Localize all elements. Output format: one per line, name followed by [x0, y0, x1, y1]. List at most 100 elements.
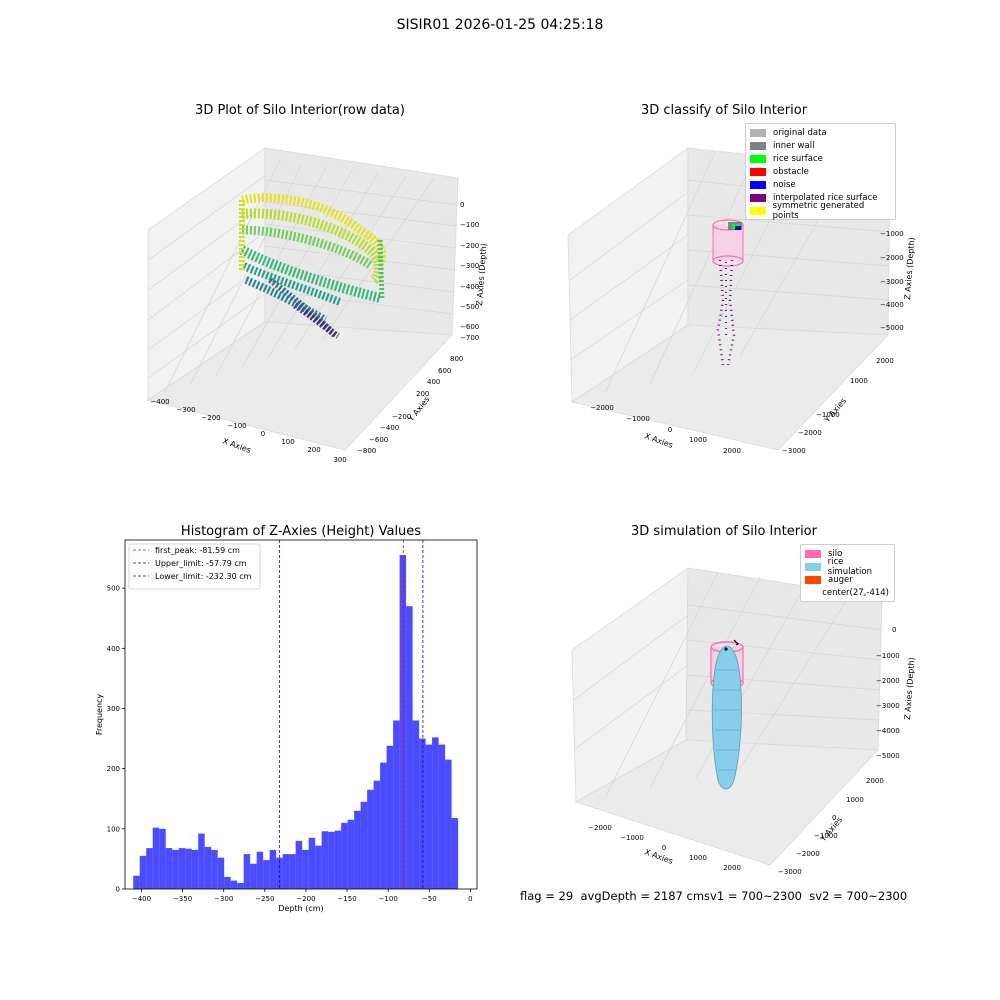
simulation-plot-title: 3D simulation of Silo Interior	[631, 524, 817, 539]
histogram-ytick-label: 300	[107, 705, 120, 713]
simulation-legend: silo rice simulation auger center(27,-414)	[800, 544, 895, 602]
histogram-ytick-label: 200	[107, 765, 120, 773]
simulation-legend-label: center(27,-414)	[822, 587, 889, 598]
classify-xtick: 2000	[723, 447, 741, 455]
classify-legend-swatch	[750, 206, 766, 215]
status-footer: flag = 29 avgDepth = 2187 cmsv1 = 700~23…	[520, 889, 908, 903]
histogram-bar	[185, 848, 192, 889]
histogram-bar	[230, 880, 238, 889]
simulation-legend-label: auger	[828, 574, 853, 585]
histogram-bar	[159, 828, 166, 889]
histogram-bar	[237, 882, 244, 889]
histogram-bar	[269, 849, 277, 889]
histogram-bar	[438, 744, 446, 889]
raw-xtick: −300	[176, 406, 195, 414]
histogram-bar	[152, 827, 160, 889]
histogram-ylabel: Frequency	[95, 694, 104, 736]
classify-legend-entry: interpolated rice surface	[750, 191, 890, 204]
histogram-bar	[347, 819, 355, 889]
sim-xtick: −1000	[620, 834, 644, 842]
histogram-xtick-label: −400	[132, 895, 151, 903]
histogram-bar	[282, 854, 290, 889]
classify-legend-swatch	[750, 167, 766, 176]
histogram-bar	[328, 831, 335, 889]
classify-legend-entry: original data	[750, 126, 890, 139]
raw-ztick: −500	[460, 303, 479, 311]
classify-legend-entry: rice surface	[750, 152, 890, 165]
histogram-legend	[128, 543, 261, 590]
sim-ytick: −3000	[778, 868, 802, 876]
classify-ztick: −4000	[880, 301, 904, 309]
classify-legend-label: symmetric generated points	[772, 200, 865, 221]
histogram-xtick-label: −250	[255, 895, 274, 903]
histogram-bar	[321, 831, 329, 889]
classify-legend-swatch	[750, 128, 766, 137]
raw-ytick: −200	[392, 413, 411, 421]
raw-xtick: 0	[261, 430, 265, 438]
classify-ytick: 1000	[850, 377, 868, 385]
histogram-bar	[425, 744, 433, 889]
raw-xtick: −100	[227, 422, 246, 430]
classify-legend-label: interpolated rice surface	[773, 192, 878, 203]
histogram-bar	[380, 762, 387, 889]
classify-legend-label: obstacle	[773, 166, 809, 177]
histogram-bar	[315, 845, 322, 889]
simulation-legend-label: rice simulation	[827, 556, 872, 577]
histogram-bar	[354, 810, 361, 889]
simulation-legend-swatch	[805, 562, 821, 571]
histogram-bar	[412, 720, 420, 889]
histogram-title: Histogram of Z-Axies (Height) Values	[180, 524, 422, 539]
histogram-bar	[198, 833, 205, 889]
histogram-bar	[445, 759, 452, 889]
classify-legend-entry: noise	[750, 178, 890, 191]
figure-title: SISIR01 2026-01-25 04:25:18	[396, 17, 604, 33]
histogram-bar	[172, 849, 179, 889]
classify-xtick: −2000	[590, 404, 614, 412]
histogram-bar	[302, 849, 309, 889]
sim-ztick: −2000	[876, 677, 900, 685]
raw-xtick: −200	[201, 414, 220, 422]
classify-legend-label: noise	[773, 179, 796, 190]
histogram-bar	[165, 848, 173, 889]
classify-ztick: −1000	[880, 230, 904, 238]
raw-ytick: 400	[427, 378, 440, 386]
histogram-legend-label: Upper_limit: -57.79 cm	[155, 559, 247, 568]
histogram-bar	[419, 738, 426, 889]
raw-plot-title: 3D Plot of Silo Interior(row data)	[195, 103, 405, 118]
histogram-frame	[124, 539, 478, 890]
sim-ytick: 1000	[846, 796, 864, 804]
histogram-bar	[360, 801, 368, 889]
classify-silo	[712, 219, 744, 267]
histogram-bar	[250, 863, 257, 889]
histogram-bar	[399, 555, 407, 889]
histogram-bar	[289, 854, 296, 889]
simulation-legend-label: silo	[828, 548, 843, 559]
histogram-legend-label: first_peak: -81.59 cm	[155, 546, 240, 555]
sim-ytick: −1000	[814, 832, 838, 840]
histogram-bar	[191, 849, 199, 889]
raw-ztick: −200	[460, 242, 479, 250]
raw-xtick: 300	[333, 456, 346, 464]
histogram-xtick-label: −100	[379, 895, 398, 903]
sim-ztick: −3000	[876, 702, 900, 710]
histogram-bar	[308, 837, 316, 889]
classify-xlabel: X Axies	[643, 431, 674, 450]
histogram-xtick-label: −150	[337, 895, 356, 903]
classify-zlabel: Z Axies (Depth)	[903, 237, 916, 300]
histogram-xtick-label: −350	[173, 895, 192, 903]
classify-legend-label: rice surface	[773, 153, 823, 164]
simulation-legend-swatch	[805, 549, 821, 558]
classify-legend: original data inner wall rice surface obsta…	[745, 123, 896, 221]
sim-zlabel: Z Axies (Depth)	[903, 657, 916, 720]
histogram-bar	[178, 848, 186, 889]
histogram-bar	[217, 857, 225, 889]
histogram-bar	[386, 745, 394, 889]
classify-legend-label: inner wall	[773, 140, 815, 151]
raw-point-cloud	[239, 193, 387, 339]
raw-ytick: −800	[357, 447, 376, 455]
histogram-bar	[263, 860, 270, 889]
histogram-ytick-label: 500	[107, 585, 120, 593]
raw-ztick: 0	[460, 201, 464, 209]
classify-legend-label: original data	[773, 127, 827, 138]
classify-legend-entry: inner wall	[750, 139, 890, 152]
